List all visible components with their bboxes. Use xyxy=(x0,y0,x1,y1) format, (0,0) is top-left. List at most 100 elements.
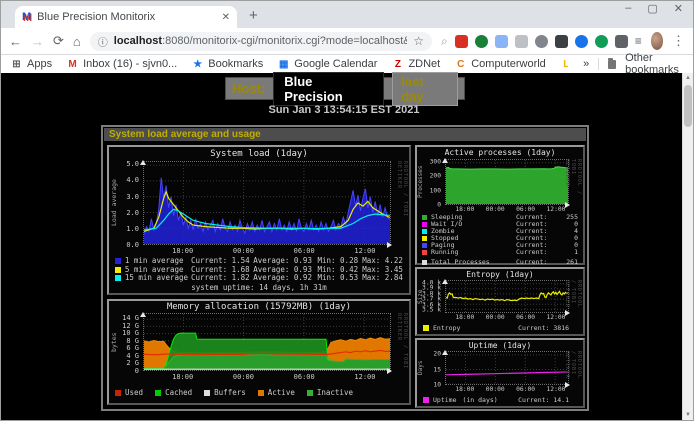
bookmark-google-calendar[interactable]: ▦ Google Calendar xyxy=(278,58,377,70)
scrollbar-down-icon[interactable]: ▼ xyxy=(685,412,691,418)
minimize-icon[interactable]: – xyxy=(625,2,632,14)
legend-swatch xyxy=(115,389,121,396)
active-processes-plot xyxy=(442,158,570,208)
bookmark-bookmarks[interactable]: ★ Bookmarks xyxy=(192,58,263,70)
legend-value: 0 xyxy=(574,220,578,228)
legend-key: Current: xyxy=(516,213,548,221)
legend-label: Used xyxy=(125,388,144,397)
legend-label: Zombie xyxy=(431,227,455,235)
legend-average: Average: 0.93 xyxy=(253,264,312,274)
entropy-graph[interactable]: Entropy (1day) Size 4.0 k 3.9 k 3.8 k 3.7 k… xyxy=(415,267,585,336)
pages-extension-icon[interactable] xyxy=(494,34,508,48)
rrdtool-watermark: RRDTOOL / TOBI OETIKER xyxy=(564,351,582,380)
y-axis-arrow-icon xyxy=(442,347,448,355)
bookmark-apps[interactable]: ⊞ Apps xyxy=(11,58,52,70)
bookmark-label: Bookmarks xyxy=(208,58,264,70)
y-tick-label: 14 G xyxy=(122,314,139,323)
active-processes-graph[interactable]: Active processes (1day) Processes 300 200… xyxy=(415,145,585,266)
legend-swatch xyxy=(422,222,427,227)
bookmark-inbox[interactable]: M Inbox (16) - sjvn0... xyxy=(67,58,177,70)
legend-key: Current: xyxy=(516,234,548,242)
legend-value: 261 xyxy=(566,258,578,266)
uptime-chart xyxy=(446,352,568,384)
x-axis-ticks: 18:00 00:00 06:00 12:00 xyxy=(143,247,391,255)
legend-row: Paging Current: 0 xyxy=(422,242,578,249)
bookmark-label: ZDNet xyxy=(408,58,441,70)
url-path: :8080/monitorix-cgi/monitorix.cgi?mode=l… xyxy=(162,35,407,47)
browser-tab[interactable]: M Blue Precision Monitorix ✕ xyxy=(15,6,237,28)
y-axis-arrow-icon xyxy=(442,276,448,284)
x-tick-label: 06:00 xyxy=(293,247,315,255)
y-tick-label: 2.0 xyxy=(126,208,139,217)
legend-value: 1 xyxy=(574,248,578,256)
y-tick-label: 0.0 xyxy=(126,241,139,249)
bookmarks-divider xyxy=(598,58,599,70)
bookmark-zdnet[interactable]: Z ZDNet xyxy=(392,58,440,70)
dark-square-extension-icon[interactable] xyxy=(554,34,568,48)
maximize-icon[interactable]: ▢ xyxy=(647,3,658,15)
close-icon[interactable]: ✕ xyxy=(673,3,683,15)
x-axis-arrow-icon xyxy=(387,242,395,248)
y-tick-label: 3.9 k xyxy=(422,284,441,292)
search-extension-icon[interactable]: ⌕ xyxy=(440,33,448,48)
system-load-graph[interactable]: System load (1day) Load average 5.0 4.0 3.… xyxy=(107,145,411,295)
frame-extension-icon[interactable] xyxy=(514,34,528,48)
address-bar[interactable]: ⓘ localhost:8080/monitorix-cgi/monitorix… xyxy=(89,31,432,51)
tab-close-icon[interactable]: ✕ xyxy=(221,11,230,23)
y-tick-label: 1.0 xyxy=(126,224,139,233)
globe-extension-icon[interactable] xyxy=(474,34,488,48)
mail-extension-icon[interactable] xyxy=(454,34,468,48)
browser-menu-icon[interactable]: ⋮ xyxy=(672,33,685,48)
bookmark-star-icon[interactable]: ☆ xyxy=(413,34,424,48)
bookmarks-overflow-icon[interactable]: » xyxy=(583,58,590,70)
chart-title: System load (1day) xyxy=(210,149,308,159)
legend-max: Max: 2.84 xyxy=(362,273,403,282)
scrollbar-up-icon[interactable]: ▲ xyxy=(685,75,691,81)
x-tick-label: 00:00 xyxy=(232,247,254,255)
time-range-button[interactable]: last day xyxy=(392,71,458,106)
legend-row: Zombie Current: 4 xyxy=(422,228,578,235)
legend-swatch xyxy=(115,266,121,273)
legend-key: Current: xyxy=(516,248,548,256)
x-tick-label: 18:00 xyxy=(455,386,475,393)
chart-title: Memory allocation (15792MB) (1day) xyxy=(166,302,352,312)
legend-swatch xyxy=(204,389,211,396)
tab-title: Blue Precision Monitorix xyxy=(37,11,156,23)
meet-extension-icon[interactable] xyxy=(574,34,588,48)
tablist-extension-icon[interactable]: ≡ xyxy=(634,33,642,48)
y-tick-label: 4 G xyxy=(126,351,139,360)
bookmark-apps-icon: ⊞ xyxy=(12,58,21,70)
page-info-icon[interactable]: ⓘ xyxy=(97,37,108,49)
bookmark-label: Inbox (16) - sjvn0... xyxy=(83,58,178,70)
speaker-extension-icon[interactable] xyxy=(534,34,548,48)
legend-label: Buffers xyxy=(214,388,246,397)
memory-allocation-graph[interactable]: Memory allocation (15792MB) (1day) bytes… xyxy=(107,299,411,405)
bookmark-computerworld[interactable]: C Computerworld xyxy=(455,58,546,70)
scrollbar-thumb[interactable] xyxy=(684,85,692,127)
green-circle-extension-icon[interactable] xyxy=(594,34,608,48)
home-icon[interactable]: ⌂ xyxy=(72,33,81,49)
uptime-graph[interactable]: Uptime (1day) Days 20 15 10 18:00 00:00 06:0… xyxy=(415,338,585,408)
profile-avatar[interactable] xyxy=(650,32,663,50)
back-icon[interactable]: ← xyxy=(9,33,22,49)
x-axis-ticks: 18:00 00:00 06:00 12:00 xyxy=(445,386,569,393)
page-datetime: Sun Jan 3 13:54:15 EST 2021 xyxy=(268,104,420,116)
bookmark-linux-today[interactable]: LLinux Today xyxy=(561,58,568,70)
legend-label: 15 min average xyxy=(124,273,189,282)
entropy-legend: Entropy Current: 3816 xyxy=(423,324,577,332)
y-tick-label: 10 xyxy=(433,381,441,389)
y-tick-label: 15 xyxy=(433,366,441,374)
forward-icon[interactable]: → xyxy=(31,33,44,49)
legend-average: Average: 0.92 xyxy=(253,273,312,282)
x-axis-arrow-icon xyxy=(387,368,395,374)
rrdtool-watermark: RRDTOOL / TOBI OETIKER xyxy=(396,313,408,370)
legend-label: Inactive xyxy=(316,388,353,397)
y-tick-label: 3.6 k xyxy=(422,301,441,309)
uptime-legend: Uptime (in days) Current: 14.1 xyxy=(423,396,577,404)
memory-legend: Used Cached Buffers Active Inactive xyxy=(115,388,353,397)
pin-extension-icon[interactable] xyxy=(614,34,628,48)
new-tab-button[interactable]: + xyxy=(249,7,258,24)
legend-value: 4 xyxy=(574,227,578,235)
reload-icon[interactable]: ⟳ xyxy=(53,33,64,48)
